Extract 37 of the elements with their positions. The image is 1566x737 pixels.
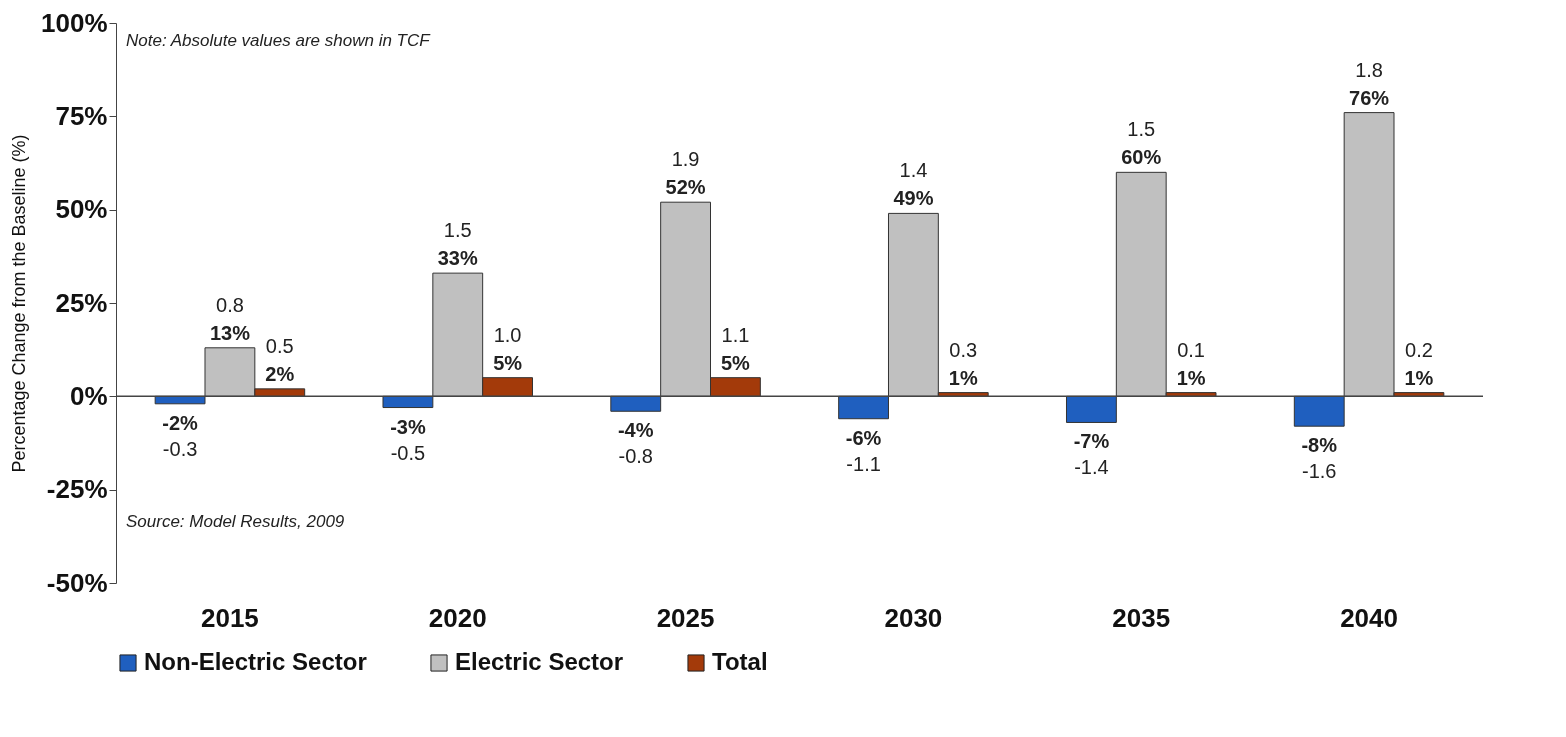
x-tick-label: 2015 <box>200 602 259 633</box>
y-tick-label: 100% <box>41 7 108 38</box>
text: -3% -0.5 <box>390 415 426 464</box>
text: 0.8 13% <box>209 293 250 344</box>
text: 1.4 49% <box>893 159 934 210</box>
y-tick-label: 25% <box>55 287 108 318</box>
y-tick-label: 75% <box>55 100 108 131</box>
x-tick-label: 2040 <box>1340 602 1399 633</box>
text: 1.8 76% <box>1349 58 1390 109</box>
legend-label: Electric Sector <box>455 648 624 675</box>
y-tick-label: -25% <box>46 474 108 505</box>
x-tick-label: 2035 <box>1112 602 1171 633</box>
x-tick-label: 2030 <box>884 602 943 633</box>
legend-label: Total <box>712 648 768 675</box>
text: 1.1 5% <box>720 323 750 374</box>
y-tick-label: 50% <box>55 194 108 225</box>
y-tick-label: 0% <box>69 380 108 411</box>
text: 1.5 33% <box>437 219 478 270</box>
x-tick-label: 2020 <box>428 602 487 633</box>
text: 0.2 1% <box>1404 338 1434 389</box>
annotation: Note: Absolute values are shown in TCF <box>126 31 432 50</box>
text: -6% -1.1 <box>845 426 882 475</box>
legend-label: Non-Electric Sector <box>144 648 367 675</box>
text: -7% -1.4 <box>1073 430 1110 479</box>
text: -2% -0.3 <box>162 411 198 460</box>
text: -4% -0.8 <box>617 419 654 468</box>
text: 0.3 1% <box>948 338 978 389</box>
text: 0.5 2% <box>265 334 295 385</box>
x-tick-label: 2025 <box>656 602 715 633</box>
y-tick-label: -50% <box>46 567 108 598</box>
annotation: Source: Model Results, 2009 <box>126 512 345 531</box>
text: 1.0 5% <box>493 323 523 374</box>
text: -8% -1.6 <box>1301 434 1338 483</box>
text: 0.1 1% <box>1176 338 1206 389</box>
y-axis-title: Percentage Change from the Baseline (%) <box>9 134 29 473</box>
text: 1.9 52% <box>665 148 706 199</box>
text: 1.5 60% <box>1121 118 1162 169</box>
